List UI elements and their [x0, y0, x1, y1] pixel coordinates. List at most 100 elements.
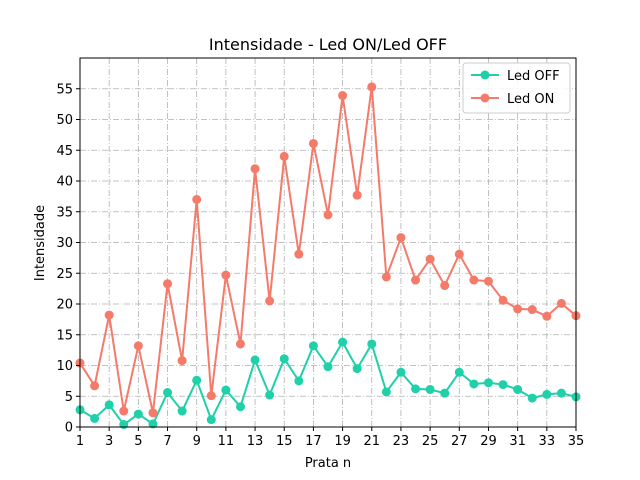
data-point-led-on — [396, 233, 406, 243]
x-tick-label: 35 — [568, 434, 585, 449]
data-point-led-off — [177, 406, 187, 416]
y-tick-label: 5 — [65, 390, 73, 405]
x-tick-label: 11 — [218, 434, 235, 449]
x-tick-label: 21 — [363, 434, 380, 449]
x-tick-label: 1 — [76, 434, 84, 449]
data-point-led-off — [192, 375, 202, 385]
data-point-led-off — [221, 385, 231, 395]
data-point-led-off — [352, 364, 362, 374]
data-point-led-off — [469, 379, 479, 389]
data-point-led-off — [133, 409, 143, 419]
legend-marker-led-on — [480, 93, 490, 103]
data-point-led-on — [469, 275, 479, 285]
x-tick-label: 5 — [134, 434, 142, 449]
data-point-led-on — [133, 341, 143, 351]
legend-marker-led-off — [480, 70, 490, 80]
data-point-led-on — [440, 281, 450, 291]
data-point-led-on — [206, 391, 216, 401]
data-point-led-off — [513, 384, 523, 394]
data-point-led-off — [483, 378, 493, 388]
y-tick-label: 25 — [56, 267, 73, 282]
y-axis-label: Intensidade — [33, 205, 48, 281]
data-point-led-on — [513, 304, 523, 314]
data-point-led-on — [265, 296, 275, 306]
y-tick-label: 40 — [56, 175, 73, 190]
x-tick-label: 13 — [247, 434, 264, 449]
data-point-led-off — [206, 415, 216, 425]
data-point-led-on — [352, 190, 362, 200]
data-point-led-off — [367, 339, 377, 349]
data-point-led-on — [381, 272, 391, 282]
y-tick-label: 20 — [56, 298, 73, 313]
data-point-led-off — [90, 413, 100, 423]
y-tick-label: 35 — [56, 205, 73, 220]
data-point-led-on — [483, 276, 493, 286]
x-tick-label: 33 — [539, 434, 556, 449]
data-point-led-on — [425, 254, 435, 264]
x-tick-label: 7 — [163, 434, 171, 449]
data-point-led-on — [90, 381, 100, 391]
data-point-led-off — [556, 388, 566, 398]
data-point-led-off — [265, 390, 275, 400]
x-tick-label: 19 — [334, 434, 351, 449]
x-tick-label: 31 — [509, 434, 526, 449]
data-point-led-off — [396, 367, 406, 377]
data-point-led-off — [338, 337, 348, 347]
data-point-led-off — [235, 402, 245, 412]
x-tick-label: 17 — [305, 434, 322, 449]
data-point-led-off — [104, 400, 114, 410]
x-tick-label: 27 — [451, 434, 468, 449]
data-point-led-on — [308, 138, 318, 148]
data-point-led-off — [294, 376, 304, 386]
x-axis-ticks: 1 3 5 7 9 11 13 15 17 19 21 23 25 27 29 31 33 35 — [76, 427, 584, 449]
legend-label-led-on: Led ON — [507, 92, 554, 107]
x-tick-label: 3 — [105, 434, 113, 449]
chart-title: Intensidade - Led ON/Led OFF — [209, 35, 447, 54]
data-point-led-on — [498, 295, 508, 305]
data-point-led-off — [440, 388, 450, 398]
x-tick-label: 25 — [422, 434, 439, 449]
data-point-led-on — [221, 270, 231, 280]
x-tick-label: 29 — [480, 434, 497, 449]
data-point-led-on — [250, 164, 260, 174]
data-point-led-off — [411, 384, 421, 394]
data-point-led-on — [104, 310, 114, 320]
data-point-led-on — [163, 279, 173, 289]
x-tick-label: 15 — [276, 434, 293, 449]
data-point-led-off — [308, 341, 318, 351]
x-tick-label: 9 — [193, 434, 201, 449]
y-tick-label: 15 — [56, 328, 73, 343]
data-point-led-on — [542, 311, 552, 321]
legend: Led OFF Led ON — [462, 62, 571, 114]
y-tick-label: 0 — [65, 421, 73, 436]
data-point-led-on — [556, 298, 566, 308]
data-point-led-on — [235, 339, 245, 349]
data-point-led-off — [425, 384, 435, 394]
data-point-led-off — [119, 420, 129, 430]
series-led-on — [75, 82, 581, 418]
x-tick-label: 23 — [393, 434, 410, 449]
data-point-led-off — [279, 354, 289, 364]
data-point-led-off — [542, 389, 552, 399]
data-point-led-on — [119, 406, 129, 416]
data-point-led-on — [338, 91, 348, 101]
y-tick-label: 45 — [56, 144, 73, 159]
y-tick-label: 10 — [56, 359, 73, 374]
data-point-led-off — [250, 355, 260, 365]
data-point-led-on — [323, 210, 333, 220]
legend-label-led-off: Led OFF — [507, 69, 560, 84]
data-point-led-on — [454, 249, 464, 259]
y-tick-label: 50 — [56, 113, 73, 128]
data-point-led-on — [527, 305, 537, 315]
data-point-led-off — [498, 380, 508, 390]
y-tick-label: 30 — [56, 236, 73, 251]
data-point-led-on — [294, 249, 304, 259]
y-axis-ticks: 0 5 10 15 20 25 30 35 40 45 50 55 — [56, 82, 80, 436]
y-tick-label: 55 — [56, 82, 73, 97]
data-point-led-off — [163, 388, 173, 398]
data-point-led-on — [148, 408, 158, 418]
data-point-led-on — [192, 194, 202, 204]
x-axis-label: Prata n — [305, 456, 351, 471]
data-point-led-off — [148, 419, 158, 429]
